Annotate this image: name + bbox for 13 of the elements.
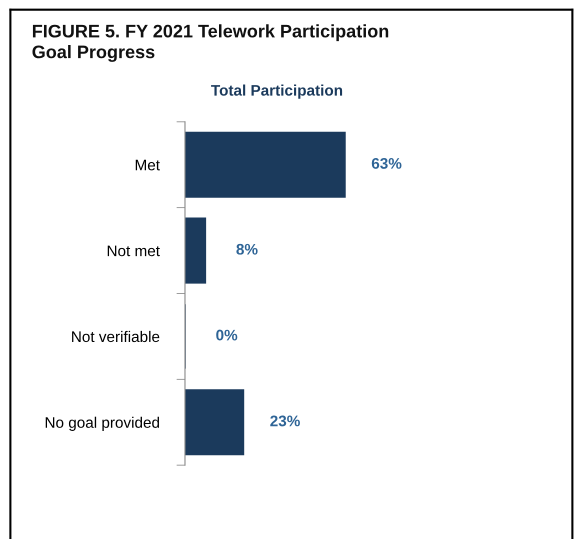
bar [184, 132, 346, 198]
data-label: 8% [236, 244, 258, 255]
y-tick-label: Met [136, 160, 160, 170]
y-tick-label: Not verifiable [72, 330, 160, 342]
bar [184, 218, 206, 284]
data-label: 23% [270, 416, 300, 426]
chart-title: FIGURE 5. FY 2021 Telework Participation Goal Progress [32, 24, 388, 62]
y-tick-label: No goal provided [46, 416, 160, 431]
data-label: 0% [216, 330, 238, 341]
chart-subtitle: Total Participation [211, 84, 342, 99]
bar [184, 389, 244, 456]
data-label: 63% [372, 158, 402, 169]
y-tick-label: Not met [108, 246, 160, 256]
